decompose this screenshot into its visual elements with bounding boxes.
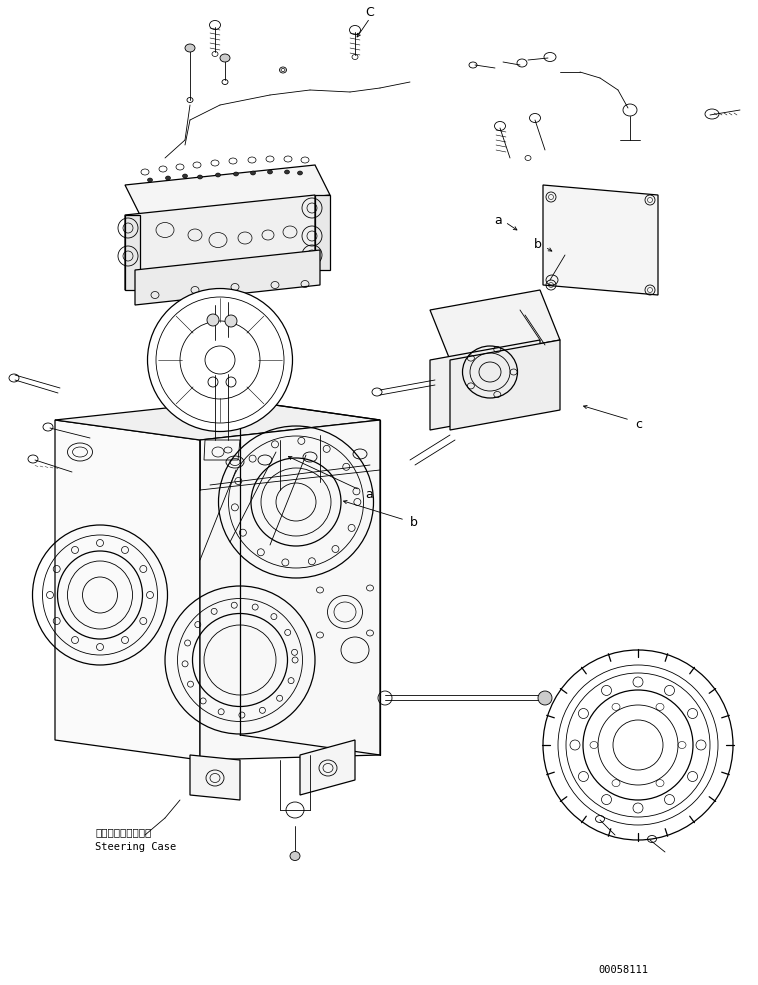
Polygon shape — [450, 340, 560, 430]
Text: Steering Case: Steering Case — [95, 842, 177, 852]
Polygon shape — [300, 740, 355, 795]
Polygon shape — [430, 290, 560, 360]
Polygon shape — [543, 185, 658, 295]
Circle shape — [207, 314, 219, 326]
Ellipse shape — [165, 176, 171, 180]
Ellipse shape — [297, 171, 302, 175]
Polygon shape — [125, 165, 330, 215]
Text: b: b — [534, 238, 542, 251]
Circle shape — [225, 315, 237, 327]
Ellipse shape — [233, 172, 239, 176]
Text: C: C — [365, 6, 374, 19]
Polygon shape — [55, 420, 200, 760]
Text: b: b — [410, 515, 418, 529]
Polygon shape — [430, 340, 540, 430]
Ellipse shape — [183, 174, 187, 178]
Text: a: a — [365, 489, 373, 501]
Ellipse shape — [268, 170, 272, 174]
Text: ステアリングケース: ステアリングケース — [95, 827, 152, 837]
Circle shape — [538, 691, 552, 705]
Ellipse shape — [148, 289, 293, 431]
Ellipse shape — [215, 173, 221, 177]
Ellipse shape — [250, 171, 255, 175]
Text: 00058111: 00058111 — [598, 965, 648, 975]
Polygon shape — [315, 195, 330, 270]
Ellipse shape — [198, 175, 202, 179]
Polygon shape — [125, 215, 140, 290]
Ellipse shape — [185, 44, 195, 52]
Text: c: c — [635, 419, 642, 431]
Ellipse shape — [284, 170, 290, 174]
Ellipse shape — [148, 178, 152, 182]
Polygon shape — [200, 420, 380, 760]
Polygon shape — [55, 400, 380, 440]
Ellipse shape — [220, 54, 230, 62]
Polygon shape — [125, 195, 315, 290]
Ellipse shape — [290, 851, 300, 861]
Text: a: a — [494, 214, 502, 227]
Polygon shape — [190, 755, 240, 800]
Polygon shape — [135, 250, 320, 305]
